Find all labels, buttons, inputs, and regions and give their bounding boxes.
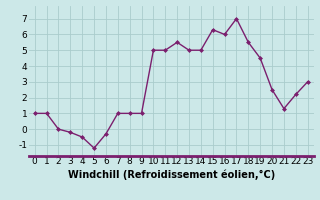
- X-axis label: Windchill (Refroidissement éolien,°C): Windchill (Refroidissement éolien,°C): [68, 169, 275, 180]
